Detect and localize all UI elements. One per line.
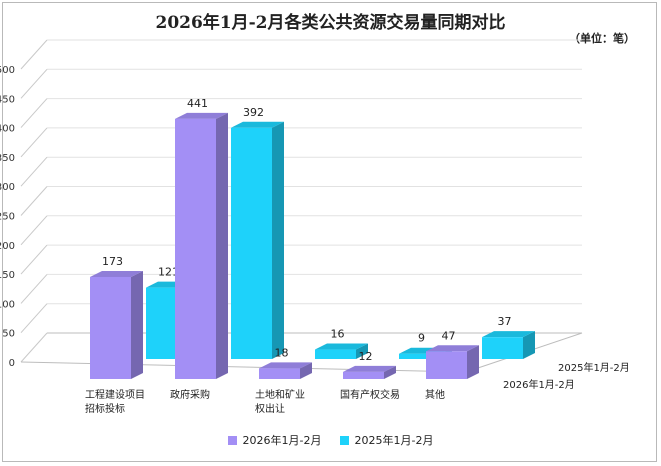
bar-side-2026 (384, 365, 396, 379)
gridline-depth (20, 156, 48, 187)
y-tick-label: 450 (0, 94, 15, 105)
gridline-depth (20, 186, 48, 216)
data-label-2025: 37 (498, 315, 512, 328)
floor-front-edge (20, 361, 467, 373)
gridline-depth (20, 274, 48, 304)
bar-side-2026 (216, 112, 228, 380)
depth-label-2025: 2025年1月-2月 (558, 361, 630, 374)
gridline-depth (20, 127, 48, 158)
gridline-depth (20, 215, 48, 246)
y-tick-label: 100 (0, 299, 15, 310)
gridline-depth (20, 98, 48, 128)
y-tick-label: 400 (0, 124, 15, 135)
bar-top-2025 (315, 343, 368, 350)
y-tick-label: 250 (0, 212, 15, 223)
legend-label-2025: 2025年1月-2月 (354, 434, 434, 447)
legend-item-2026: 2026年1月-2月 (227, 432, 322, 448)
bar-top-2026 (90, 270, 143, 277)
gridline-depth (20, 244, 48, 275)
bar-side-2026 (300, 362, 312, 379)
chart-frame (2, 2, 657, 462)
x-tick-label: 政府采购 (170, 388, 210, 401)
data-label-2025: 392 (243, 106, 264, 119)
bar-top-2026 (259, 362, 312, 369)
bar-side-2025 (356, 343, 368, 359)
bar-2026 (259, 368, 300, 379)
unit-label: （单位：笔） (569, 32, 635, 45)
legend-label-2026: 2026年1月-2月 (242, 434, 322, 447)
gridline-depth (20, 303, 48, 334)
bar-top-2025 (231, 121, 284, 128)
x-tick-label: 土地和矿业 (255, 388, 305, 401)
bar-2026 (426, 351, 467, 379)
x-tick-label: 国有产权交易 (340, 388, 400, 401)
bar-side-2026 (467, 345, 479, 379)
x-tick-label: 权出让 (255, 402, 285, 415)
bar-2026 (343, 371, 384, 379)
bar-side-2025 (523, 331, 535, 359)
gridline-depth (20, 68, 48, 99)
legend: 2026年1月-2月 2025年1月-2月 (0, 432, 661, 448)
bar-top-2026 (175, 112, 228, 119)
y-tick-label: 300 (0, 182, 15, 193)
legend-swatch-2025 (339, 435, 349, 445)
bar-2025 (399, 353, 440, 359)
data-label-2025: 9 (418, 332, 425, 345)
gridline-depth (20, 39, 48, 70)
legend-swatch-2026 (227, 435, 237, 445)
bar-2026 (90, 276, 131, 379)
data-label-2026: 12 (359, 350, 373, 363)
data-label-2025: 121 (158, 266, 179, 279)
bar-2025 (315, 349, 356, 359)
data-label-2026: 18 (275, 346, 289, 359)
bar-top-2026 (426, 345, 479, 352)
data-label-2026: 173 (102, 255, 123, 268)
y-tick-label: 350 (0, 153, 15, 164)
y-tick-label: 500 (0, 65, 15, 76)
y-tick-label: 0 (9, 358, 15, 369)
bar-side-2026 (131, 270, 143, 379)
depth-label-2026: 2026年1月-2月 (503, 378, 575, 391)
bar-side-2025 (272, 121, 284, 360)
legend-item-2025: 2025年1月-2月 (339, 432, 434, 448)
y-tick-label: 150 (0, 270, 15, 281)
data-label-2026: 47 (442, 329, 456, 342)
x-tick-label: 其他 (425, 388, 445, 401)
bar-2025 (231, 127, 272, 360)
x-tick-label: 招标投标 (85, 402, 125, 415)
y-tick-label: 50 (2, 329, 15, 340)
data-label-2026: 441 (187, 97, 208, 110)
bar-2026 (175, 118, 216, 380)
chart-title: 2026年1月-2月各类公共资源交易量同期对比 (155, 13, 506, 33)
x-tick-label: 工程建设项目 (85, 388, 145, 401)
bar-top-2025 (482, 331, 535, 338)
gridline-depth (20, 332, 48, 363)
y-tick-label: 200 (0, 241, 15, 252)
bar-2025 (482, 337, 523, 359)
data-label-2025: 16 (331, 328, 345, 341)
bar-top-2026 (343, 365, 396, 372)
